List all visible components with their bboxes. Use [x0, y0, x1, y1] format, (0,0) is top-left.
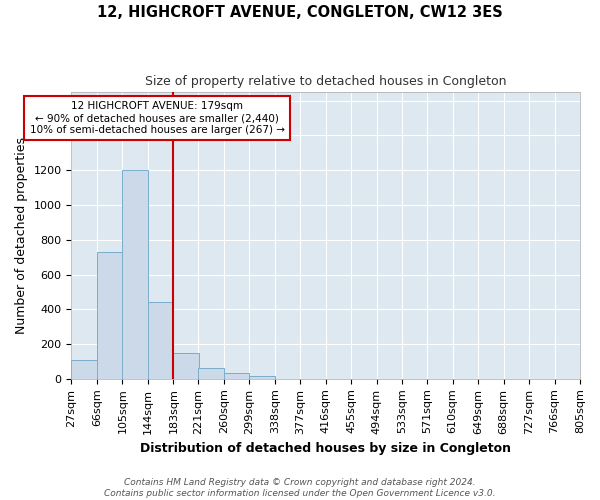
Bar [198, 368, 224, 379]
Y-axis label: Number of detached properties: Number of detached properties [15, 137, 28, 334]
Text: 12 HIGHCROFT AVENUE: 179sqm
← 90% of detached houses are smaller (2,440)
10% of : 12 HIGHCROFT AVENUE: 179sqm ← 90% of det… [29, 102, 284, 134]
Bar [97, 252, 122, 379]
Title: Size of property relative to detached houses in Congleton: Size of property relative to detached ho… [145, 75, 506, 88]
Bar [249, 376, 275, 379]
Bar [224, 372, 249, 379]
X-axis label: Distribution of detached houses by size in Congleton: Distribution of detached houses by size … [140, 442, 511, 455]
Bar [71, 360, 97, 379]
Bar [148, 302, 173, 379]
Text: Contains HM Land Registry data © Crown copyright and database right 2024.
Contai: Contains HM Land Registry data © Crown c… [104, 478, 496, 498]
Bar [122, 170, 148, 379]
Bar [173, 352, 199, 379]
Text: 12, HIGHCROFT AVENUE, CONGLETON, CW12 3ES: 12, HIGHCROFT AVENUE, CONGLETON, CW12 3E… [97, 5, 503, 20]
